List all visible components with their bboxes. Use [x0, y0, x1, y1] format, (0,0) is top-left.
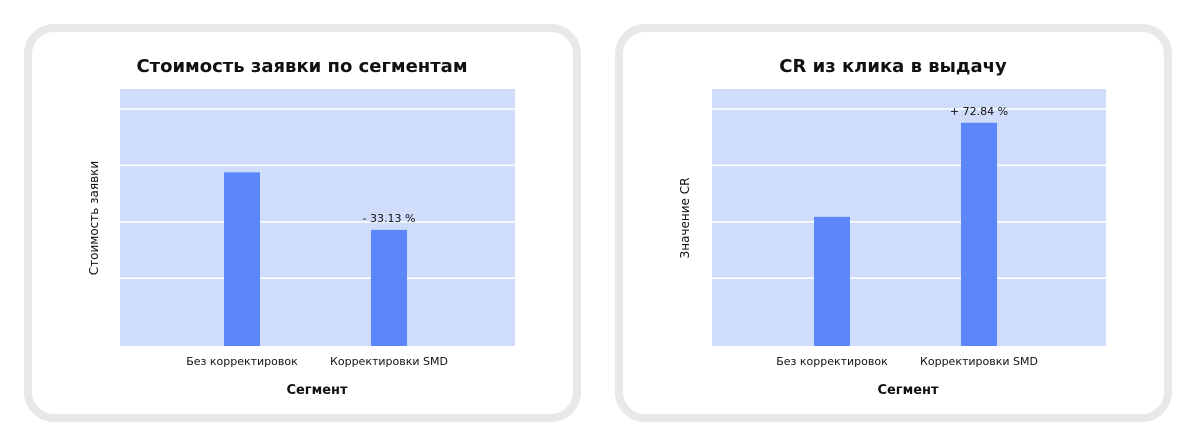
data-labels: - 33.13 % — [363, 212, 416, 225]
chart-card-cost: Стоимость заявки по сегментам - 33.13 % … — [24, 24, 581, 422]
data-label: + 72.84 % — [950, 105, 1008, 118]
bar — [961, 122, 997, 347]
x-axis-label: Сегмент — [877, 383, 939, 398]
bars — [814, 122, 997, 347]
x-tick-labels: Без корректировок Корректировки SMD — [776, 355, 1038, 368]
bars — [224, 172, 407, 346]
gridlines — [712, 108, 1106, 280]
x-tick-label: Корректировки SMD — [330, 355, 448, 368]
x-axis-label: Сегмент — [286, 383, 348, 398]
gridlines — [120, 108, 515, 280]
chart-title: CR из клика в выдачу — [779, 56, 1007, 77]
bar — [814, 216, 850, 346]
chart-svg-cost: Стоимость заявки по сегментам - 33.13 % … — [87, 56, 515, 398]
data-labels: + 72.84 % — [950, 105, 1008, 118]
x-tick-label: Корректировки SMD — [920, 355, 1038, 368]
bar — [371, 229, 407, 346]
y-axis-label: Стоимость заявки — [87, 161, 101, 275]
data-label: - 33.13 % — [363, 212, 416, 225]
bar — [224, 172, 260, 346]
plot-area — [712, 89, 1106, 346]
chart-card-cr: CR из клика в выдачу + 72.84 % Без корре… — [615, 24, 1172, 422]
x-tick-labels: Без корректировок Корректировки SMD — [186, 355, 448, 368]
chart-title: Стоимость заявки по сегментам — [136, 56, 467, 77]
chart-svg-cr: CR из клика в выдачу + 72.84 % Без корре… — [678, 56, 1106, 398]
plot-area — [120, 89, 515, 346]
x-tick-label: Без корректировок — [776, 355, 888, 368]
x-tick-label: Без корректировок — [186, 355, 298, 368]
y-axis-label: Значение CR — [678, 178, 692, 259]
